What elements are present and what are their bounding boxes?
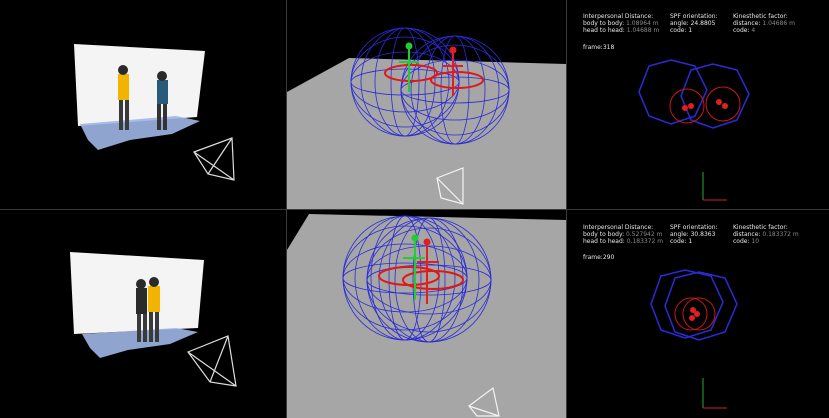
camera-frustum-icon: [193, 137, 235, 181]
skeleton-green: [399, 42, 419, 92]
personal-rings: [674, 297, 716, 331]
axes-indicator: [702, 172, 727, 201]
axes-indicator: [702, 378, 727, 409]
body-to-body-value: 1.08964 m: [626, 20, 659, 27]
floor-point-cloud: [82, 328, 198, 358]
person-left: [118, 65, 129, 130]
spf-code-value: 1: [688, 238, 693, 245]
interpersonal-title: Interpersonal Distance:: [583, 13, 654, 20]
spf-orientation-block: SPF orientation: angle: 24.8805 code: 1: [670, 13, 718, 34]
skeleton-red: [443, 46, 463, 96]
camera-frustum-icon: [468, 386, 500, 417]
kinesthetic-title: Kinesthetic factor:: [733, 224, 788, 231]
personal-space-rings: [384, 64, 484, 89]
skeleton-red: [417, 238, 439, 304]
interpersonal-title: Interpersonal Distance:: [583, 224, 654, 231]
spf-title: SPF orientation:: [670, 224, 718, 231]
person-left: [136, 279, 147, 342]
body-to-body-label: body to body:: [583, 20, 625, 27]
frame-counter: frame:290: [583, 254, 615, 261]
head-to-head-value: 0.183372 m: [626, 238, 664, 245]
spf-code-label: code:: [670, 238, 687, 245]
body-to-body-value: 0.527942 m: [626, 231, 663, 238]
interpersonal-distance-block: Interpersonal Distance: body to body: 0.…: [583, 224, 663, 245]
spf-angle-label: angle:: [670, 20, 689, 27]
spf-orientation-block: SPF orientation: angle: 30.8363 code: 1: [670, 224, 718, 245]
frame-counter: frame:318: [583, 44, 615, 51]
personal-space-rings: [378, 266, 464, 290]
proxemic-zones: [650, 269, 738, 341]
kinesthetic-title: Kinesthetic factor:: [733, 13, 788, 20]
camera-frustum-icon: [187, 335, 237, 387]
skeleton-green: [403, 234, 425, 300]
scene-3d-view-top[interactable]: [287, 0, 566, 209]
spf-angle-value: 24.8805: [690, 20, 716, 27]
spf-code-value: 1: [688, 27, 693, 34]
kinesthetic-code-label: code:: [733, 238, 750, 245]
ground-plane: [287, 58, 566, 209]
kinesthetic-factor-block: Kinesthetic factor: distance: 1.04686 m …: [733, 13, 795, 34]
pointcloud-view-top[interactable]: [0, 0, 286, 209]
ground-plane: [287, 214, 566, 418]
pointcloud-view-bottom[interactable]: [0, 210, 286, 418]
metrics-view-bottom[interactable]: Interpersonal Distance: body to body: 0.…: [567, 210, 829, 418]
tracked-heads: [682, 99, 728, 111]
sphere-wireframe: [350, 27, 510, 145]
metrics-view-top[interactable]: Interpersonal Distance: body to body: 1.…: [567, 0, 829, 209]
body-to-body-label: body to body:: [583, 231, 625, 238]
personal-rings: [669, 86, 741, 124]
kinesthetic-factor-block: Kinesthetic factor: distance: 0.183372 m…: [733, 224, 799, 245]
kinesthetic-distance-label: distance:: [733, 231, 761, 238]
head-to-head-value: 1.04688 m: [626, 27, 660, 34]
kinesthetic-distance-label: distance:: [733, 20, 761, 27]
horizontal-divider: [0, 209, 829, 210]
kinesthetic-distance-value: 1.04686 m: [762, 20, 795, 27]
head-to-head-label: head to head:: [583, 27, 625, 34]
proxemic-zones: [638, 59, 750, 129]
spf-code-label: code:: [670, 27, 687, 34]
spf-angle-label: angle:: [670, 231, 689, 238]
head-to-head-label: head to head:: [583, 238, 625, 245]
floor-point-cloud: [80, 116, 200, 150]
kinesthetic-code-label: code:: [733, 27, 750, 34]
spf-title: SPF orientation:: [670, 13, 718, 20]
person-right: [148, 277, 160, 342]
backdrop-wall: [74, 44, 205, 126]
kinesthetic-code-value: 10: [751, 238, 760, 245]
sphere-wireframe: [342, 215, 492, 343]
spf-angle-value: 30.8363: [690, 231, 716, 238]
tracked-heads: [689, 307, 700, 321]
person-right: [157, 71, 168, 130]
interpersonal-distance-block: Interpersonal Distance: body to body: 1.…: [583, 13, 659, 34]
kinesthetic-code-value: 4: [751, 27, 756, 34]
scene-3d-view-bottom[interactable]: [287, 210, 566, 418]
camera-frustum-icon: [436, 167, 464, 205]
kinesthetic-distance-value: 0.183372 m: [762, 231, 799, 238]
